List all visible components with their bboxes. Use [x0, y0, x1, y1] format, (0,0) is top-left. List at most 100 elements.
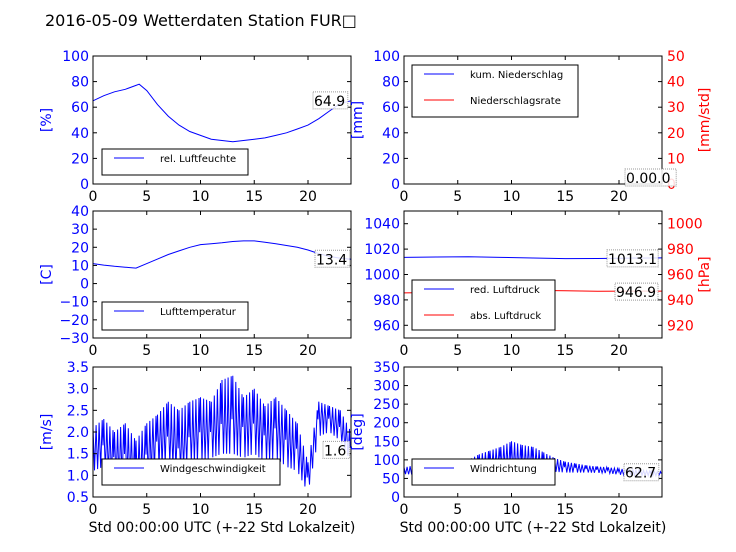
- y-tick-label: 2.0: [67, 425, 89, 441]
- y2-tick-label: 40: [667, 75, 685, 91]
- y2-tick-label: 10: [667, 151, 685, 167]
- x-tick-label: 5: [142, 189, 151, 205]
- legend-label: Lufttemperatur: [160, 307, 237, 318]
- y-tick-label: 1000: [364, 268, 400, 284]
- y2-tick-label: 50: [667, 49, 685, 65]
- x-tick-label: 5: [142, 502, 151, 518]
- x-tick-label: 0: [400, 502, 409, 518]
- y2-tick-label: 20: [667, 126, 685, 142]
- x-tick-label: 15: [245, 502, 263, 518]
- value-label-box: [624, 168, 677, 187]
- y-tick-label: 100: [62, 49, 89, 65]
- x-tick-label: 10: [503, 502, 521, 518]
- x-tick-label: 15: [556, 189, 574, 205]
- last-value-label: 0.00.0: [626, 171, 671, 187]
- x-tick-label: 20: [299, 502, 317, 518]
- legend-label: abs. Luftdruck: [470, 311, 541, 322]
- value-label-box: [606, 249, 659, 268]
- y-tick-label: 1040: [364, 217, 400, 233]
- y-tick-label: 980: [373, 293, 400, 309]
- last-value-label: 1.6: [324, 443, 346, 459]
- y2-tick-label: 30: [667, 100, 685, 116]
- value-label-box: [314, 249, 351, 268]
- legend-label: kum. Niederschlag: [470, 70, 563, 81]
- y-axis-label: [%]: [39, 108, 55, 132]
- legend: kum. Niederschlag Niederschlagsrate: [411, 64, 579, 118]
- value-label-box: [312, 91, 349, 110]
- panel-3: 0 5 10 15 20 960 980 1000 1020 1040 920 940 960 980 10…: [364, 210, 713, 359]
- y-tick-label: −30: [59, 331, 89, 347]
- x-tick-label: 5: [453, 343, 462, 359]
- x-tick-label: 15: [556, 343, 574, 359]
- x-axis-label-right: Std 00:00:00 UTC (+-22 Std Lokalzeit): [400, 520, 667, 536]
- x-tick-label: 15: [556, 502, 574, 518]
- y-tick-label: 40: [71, 204, 89, 220]
- series-line-0: [92, 375, 351, 487]
- y-tick-label: 100: [373, 453, 400, 469]
- plot-frame: [403, 55, 663, 185]
- value-label-box: [623, 463, 660, 482]
- x-tick-label: 10: [503, 189, 521, 205]
- legend: Windrichtung: [411, 458, 556, 486]
- x-tick-label: 20: [299, 343, 317, 359]
- value-label-box: [614, 282, 659, 301]
- y-tick-label: 100: [373, 49, 400, 65]
- y-tick-label: 0: [391, 490, 400, 506]
- x-tick-label: 20: [610, 502, 628, 518]
- y-tick-label: 3.0: [67, 382, 89, 398]
- plot-frame: [92, 55, 352, 185]
- y-tick-label: 2.5: [67, 403, 89, 419]
- x-tick-label: 0: [89, 343, 98, 359]
- panel-1: 0510152002040608010001020304050[mm][mm/s…: [350, 49, 713, 205]
- last-value-label: 13.4: [316, 252, 347, 268]
- y-tick-label: 150: [373, 434, 400, 450]
- y-tick-label: 40: [382, 126, 400, 142]
- y-tick-label: 0: [391, 177, 400, 193]
- x-tick-label: 20: [610, 189, 628, 205]
- y-axis-label: [mm]: [350, 101, 366, 139]
- y-axis-label: [C]: [39, 264, 55, 285]
- y-tick-label: 0.5: [67, 490, 89, 506]
- panel-0: 0 5 10 15 20 0 20 40 60 80 100 [%] rel. Luftfeuchte 6…: [39, 49, 352, 205]
- x-tick-label: 15: [245, 189, 263, 205]
- x-axis-label-left: Std 00:00:00 UTC (+-22 Std Lokalzeit): [89, 520, 356, 536]
- figure-title: 2016-05-09 Wetterdaten Station FUR□: [45, 11, 357, 30]
- x-tick-label: 20: [610, 343, 628, 359]
- y-tick-label: 300: [373, 379, 400, 395]
- y-tick-label: 0: [80, 177, 89, 193]
- x-tick-label: 10: [503, 343, 521, 359]
- legend: red. Luftdruck abs. Luftdruck: [411, 279, 556, 331]
- x-tick-label: 5: [453, 189, 462, 205]
- y-tick-label: 200: [373, 416, 400, 432]
- y-tick-label: 20: [382, 151, 400, 167]
- legend-box: [411, 279, 556, 331]
- plot-frame: [403, 366, 663, 498]
- y-tick-label: 960: [373, 318, 400, 334]
- y2-axis-label: [mm/std]: [697, 88, 713, 153]
- y-axis-label: [deg]: [350, 413, 366, 450]
- panel-4: 0 5 10 15 20 0.5 1.0 1.5 2.0 2.5 3.0 3.5 [m/s] Windge…: [39, 360, 352, 518]
- series-line-0: [92, 83, 352, 143]
- last-value-label: 1013.1: [608, 252, 657, 268]
- last-value-label: 64.9: [314, 94, 345, 110]
- x-tick-label: 10: [192, 343, 210, 359]
- y-tick-label: 3.5: [67, 360, 89, 376]
- legend-label: Windrichtung: [470, 464, 537, 475]
- plot-frame: [92, 210, 352, 339]
- legend-label: rel. Luftfeuchte: [160, 154, 236, 165]
- y-tick-label: 40: [71, 126, 89, 142]
- last-value-label: 946.9: [616, 285, 656, 301]
- series-line-0: [92, 240, 352, 269]
- legend-label: Niederschlagsrate: [470, 96, 561, 107]
- y-tick-label: 0: [80, 277, 89, 293]
- y-tick-label: 1.0: [67, 468, 89, 484]
- y-tick-label: 1020: [364, 242, 400, 258]
- y-tick-label: 10: [71, 258, 89, 274]
- y2-axis-label: [hPa]: [697, 256, 713, 292]
- y-tick-label: 20: [71, 151, 89, 167]
- x-tick-label: 0: [400, 343, 409, 359]
- y-tick-label: 20: [71, 240, 89, 256]
- legend-box: [101, 301, 249, 331]
- y-axis-label: [m/s]: [39, 414, 55, 451]
